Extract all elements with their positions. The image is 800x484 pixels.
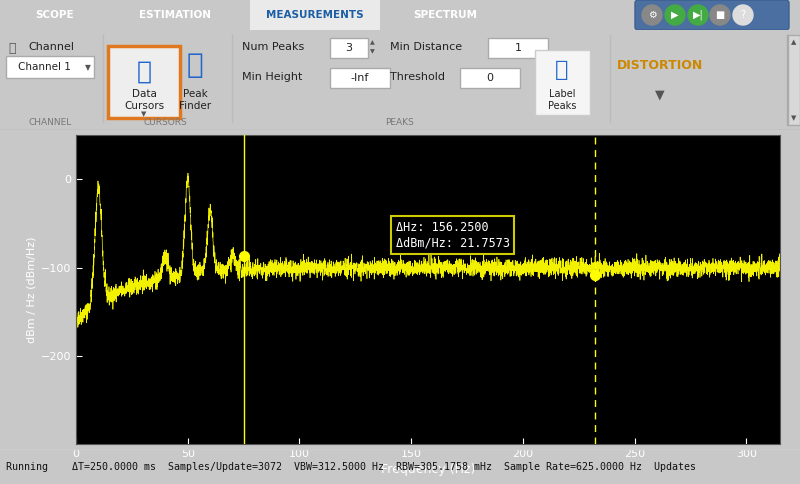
Text: ▶|: ▶| [693, 10, 703, 20]
Text: CURSORS: CURSORS [143, 118, 187, 127]
Text: ▼: ▼ [791, 115, 797, 121]
Text: Num Peaks: Num Peaks [242, 42, 304, 52]
Text: ?: ? [741, 10, 746, 20]
Text: Data
Cursors: Data Cursors [124, 90, 164, 111]
X-axis label: Frequency (Hz): Frequency (Hz) [381, 463, 475, 476]
Text: ■: ■ [715, 10, 725, 20]
FancyBboxPatch shape [330, 38, 368, 58]
Text: ▼: ▼ [85, 62, 91, 72]
Text: ΔHz: 156.2500
ΔdBm/Hz: 21.7573: ΔHz: 156.2500 ΔdBm/Hz: 21.7573 [395, 221, 510, 249]
Text: 📈: 📈 [137, 60, 151, 84]
Y-axis label: dBm / Hz (dBm/Hz): dBm / Hz (dBm/Hz) [26, 236, 37, 343]
FancyBboxPatch shape [330, 68, 390, 88]
Text: Threshold: Threshold [390, 72, 445, 82]
Text: 1: 1 [514, 43, 522, 53]
Text: 🔗: 🔗 [8, 42, 15, 55]
Circle shape [665, 5, 685, 25]
Text: Label
Peaks: Label Peaks [548, 90, 576, 111]
Text: ESTIMATION: ESTIMATION [139, 10, 211, 20]
Text: Channel: Channel [28, 42, 74, 52]
Circle shape [733, 5, 753, 25]
Text: 0: 0 [486, 73, 494, 83]
Text: Min Height: Min Height [242, 72, 302, 82]
FancyBboxPatch shape [635, 0, 789, 30]
Text: SCOPE: SCOPE [36, 10, 74, 20]
FancyBboxPatch shape [788, 35, 800, 125]
FancyBboxPatch shape [535, 50, 590, 115]
Circle shape [710, 5, 730, 25]
Text: 3: 3 [346, 43, 353, 53]
Text: ⚙: ⚙ [648, 10, 656, 20]
Text: ▼: ▼ [370, 49, 374, 55]
Text: ▼: ▼ [142, 111, 146, 117]
Text: ▶: ▶ [671, 10, 678, 20]
Bar [250, 0, 380, 30]
Text: Min Distance: Min Distance [390, 42, 462, 52]
Text: Running    ΔT=250.0000 ms  Samples/Update=3072  VBW=312.5000 Hz  RBW=305.1758 mH: Running ΔT=250.0000 ms Samples/Update=30… [6, 462, 696, 471]
FancyBboxPatch shape [108, 46, 180, 118]
FancyBboxPatch shape [6, 56, 94, 78]
Text: PEAKS: PEAKS [386, 118, 414, 127]
Text: ▲: ▲ [370, 41, 374, 45]
Text: Peak
Finder: Peak Finder [179, 90, 211, 111]
Text: SPECTRUM: SPECTRUM [413, 10, 477, 20]
Text: CHANNEL: CHANNEL [28, 118, 72, 127]
Text: DISTORTION: DISTORTION [617, 59, 703, 72]
Text: MEASUREMENTS: MEASUREMENTS [266, 10, 364, 20]
Text: Channel 1: Channel 1 [18, 62, 70, 72]
Text: ▼: ▼ [655, 89, 665, 102]
Text: ▲: ▲ [791, 39, 797, 45]
Text: ⛰: ⛰ [186, 51, 203, 79]
FancyBboxPatch shape [488, 38, 548, 58]
Circle shape [642, 5, 662, 25]
FancyBboxPatch shape [460, 68, 520, 88]
Text: ⛰: ⛰ [555, 60, 569, 80]
Circle shape [688, 5, 708, 25]
Text: -Inf: -Inf [351, 73, 369, 83]
